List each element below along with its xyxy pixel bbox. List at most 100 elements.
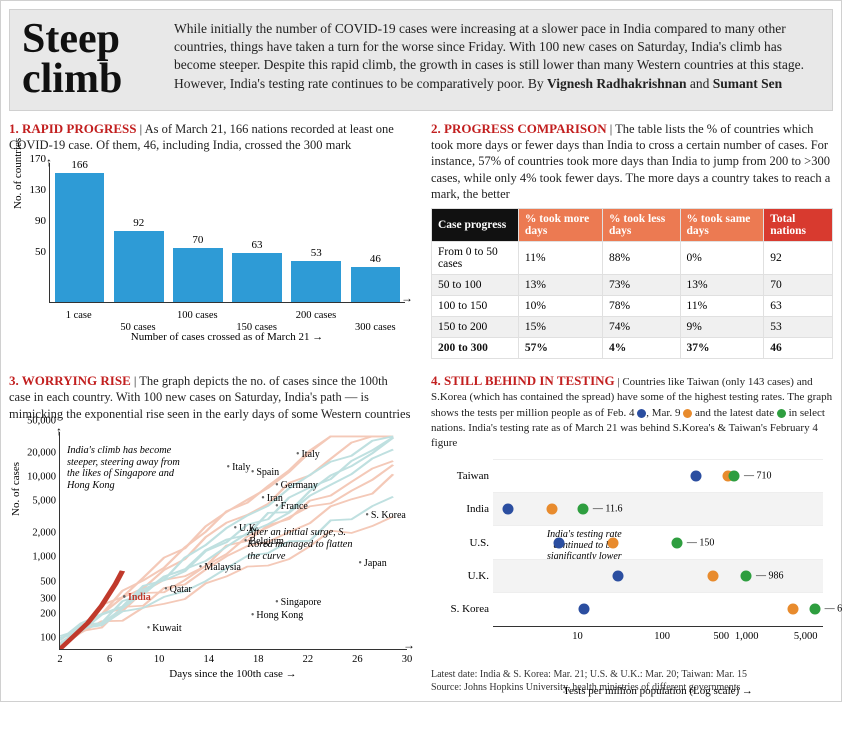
x-arrow-icon: → — [403, 638, 415, 653]
country-label: S. Korea — [365, 510, 406, 521]
byline-1: Vignesh Radhakrishnan — [547, 76, 686, 91]
panel4-body-mid1: , Mar. 9 — [646, 407, 683, 419]
panel3-head: 3. WORRYING RISE — [9, 373, 131, 388]
x-tick: 10 — [572, 631, 583, 642]
panel1-head: 1. RAPID PROGRESS — [9, 121, 137, 136]
dot-value-label: — 150 — [687, 537, 715, 548]
y-tick: 170 — [16, 153, 46, 165]
country-label: Hong Kong — [251, 610, 303, 621]
bar-chart: ↑ → No. of countries 1669270635346 50901… — [9, 159, 411, 339]
y-tick: 10,000 — [12, 471, 56, 482]
bar: 53 — [291, 247, 341, 302]
panel-worrying-rise: 3. WORRYING RISE | The graph depicts the… — [9, 373, 411, 692]
data-dot — [690, 470, 701, 481]
table-header: % took same days — [680, 209, 764, 242]
data-dot — [579, 604, 590, 615]
bar: 166 — [55, 159, 105, 302]
y-tick: 20,000 — [12, 447, 56, 458]
panel4-body-mid2: and the latest date — [692, 407, 777, 419]
x-tick: 26 — [352, 654, 363, 665]
y-tick: 100 — [12, 632, 56, 643]
table-cell: From 0 to 50 cases — [432, 242, 519, 275]
dot-value-label: — 986 — [756, 570, 784, 581]
table-cell: 63 — [764, 296, 833, 317]
country-label: U.K. — [234, 523, 259, 534]
x-tick: 10 — [154, 654, 165, 665]
bar-value: 70 — [192, 234, 203, 246]
x-label: 1 case — [49, 310, 108, 321]
byline-2: Sumant Sen — [713, 76, 782, 91]
dot-chart: India's testing rate continued to be sig… — [431, 457, 833, 667]
y-tick: 130 — [16, 184, 46, 196]
bar-rect — [114, 231, 164, 303]
y-tick: 5,000 — [12, 496, 56, 507]
bar-value: 166 — [71, 159, 88, 171]
table-cell: 57% — [518, 338, 602, 359]
dot-value-label: — 710 — [744, 470, 772, 481]
content-grid: 1. RAPID PROGRESS | As of March 21, 166 … — [9, 121, 833, 693]
y-tick: 300 — [12, 594, 56, 605]
dot-value-label: — 11.6 — [593, 504, 623, 515]
bar-rect — [351, 267, 401, 303]
header: Steep climb While initially the number o… — [9, 9, 833, 111]
table-header: Total nations — [764, 209, 833, 242]
table-cell: 46 — [764, 338, 833, 359]
table-cell: 15% — [518, 317, 602, 338]
table-cell: 0% — [680, 242, 764, 275]
country-label: Italy — [227, 462, 251, 473]
table-row: From 0 to 50 cases11%88%0%92 — [432, 242, 833, 275]
data-dot — [809, 604, 820, 615]
annot-india: India's climb has become steeper, steeri… — [67, 445, 187, 492]
table-cell: 13% — [680, 275, 764, 296]
table-cell: 100 to 150 — [432, 296, 519, 317]
country-row-label: Taiwan — [433, 470, 489, 482]
table-cell: 78% — [603, 296, 681, 317]
bar-value: 63 — [252, 239, 263, 251]
x-tick: 5,000 — [794, 631, 818, 642]
data-dot — [729, 470, 740, 481]
dot-row: India— 11.6 — [493, 492, 823, 525]
bar: 92 — [114, 217, 164, 303]
country-label: India — [122, 592, 150, 603]
table-cell: 74% — [603, 317, 681, 338]
dot-value-label: — 6,388 — [825, 604, 842, 615]
country-label: Singapore — [275, 597, 321, 608]
table-row: 50 to 10013%73%13%70 — [432, 275, 833, 296]
country-row-label: U.K. — [433, 570, 489, 582]
line-plot: ↑ → No. of cases India's climb has becom… — [59, 432, 407, 650]
data-dot — [612, 570, 623, 581]
y-arrow-icon: ↑ — [56, 424, 62, 439]
panel4-head: 4. STILL BEHIND IN TESTING — [431, 373, 615, 388]
bar-y-title: No. of countries — [12, 138, 24, 209]
data-dot — [741, 570, 752, 581]
x-tick: 14 — [203, 654, 214, 665]
data-dot — [553, 537, 564, 548]
intro-text: While initially the number of COVID-19 c… — [174, 20, 820, 100]
y-tick: 50,000 — [12, 415, 56, 426]
table-cell: 11% — [518, 242, 602, 275]
table-cell: 50 to 100 — [432, 275, 519, 296]
data-dot — [577, 504, 588, 515]
dot-row: S. Korea— 6,388 — [493, 592, 823, 625]
table-header: % took less days — [603, 209, 681, 242]
data-dot — [708, 570, 719, 581]
bar: 63 — [232, 239, 282, 302]
table-row: 200 to 30057%4%37%46 — [432, 338, 833, 359]
x-label: 200 cases — [286, 310, 345, 321]
table-row: 150 to 20015%74%9%53 — [432, 317, 833, 338]
note-latest-date: Latest date: India & S. Korea: Mar. 21; … — [431, 669, 833, 680]
x-tick: 500 — [713, 631, 729, 642]
table-cell: 9% — [680, 317, 764, 338]
country-label: Kuwait — [147, 623, 182, 634]
country-label: Japan — [358, 558, 386, 569]
panel-testing: 4. STILL BEHIND IN TESTING | Countries l… — [431, 373, 833, 692]
country-label: Germany — [275, 480, 318, 491]
main-title: Steep climb — [22, 20, 162, 100]
country-label: Italy — [296, 449, 320, 460]
table-cell: 92 — [764, 242, 833, 275]
data-dot — [671, 537, 682, 548]
bar: 46 — [351, 253, 401, 303]
bar-value: 53 — [311, 247, 322, 259]
data-dot — [607, 537, 618, 548]
line-chart: ↑ → No. of cases India's climb has becom… — [9, 428, 411, 678]
